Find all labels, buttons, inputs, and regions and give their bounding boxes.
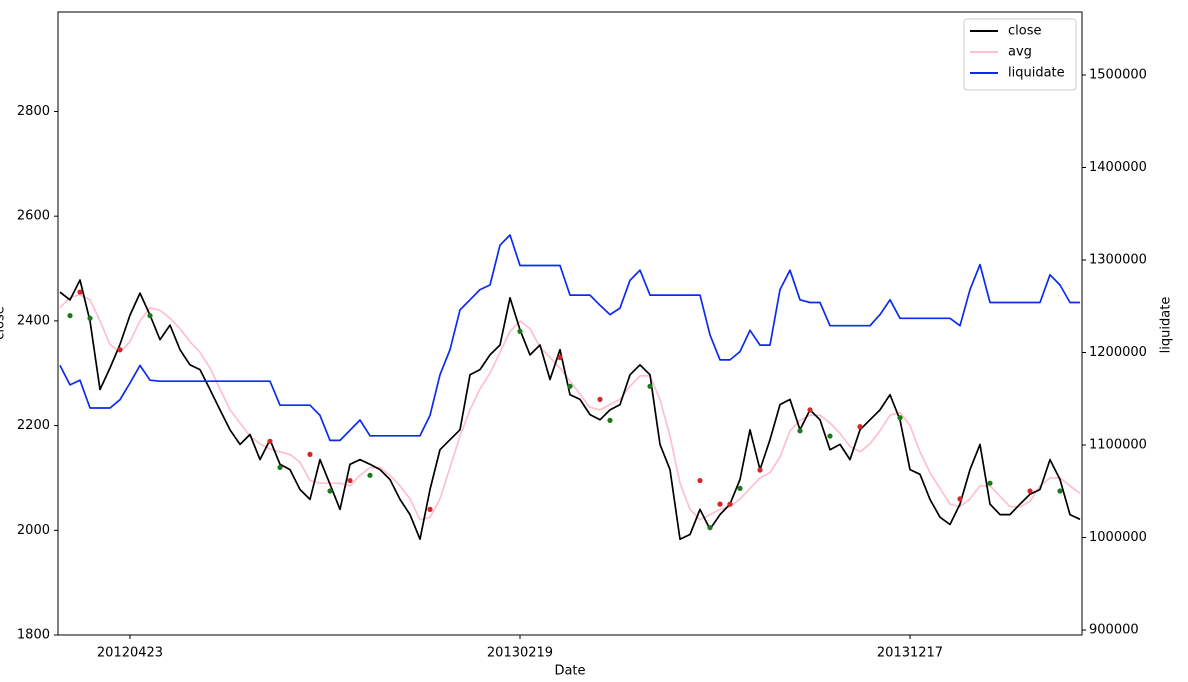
y2-tick-label: 1500000 (1089, 67, 1147, 82)
trade-marker (737, 485, 743, 492)
trade-marker (427, 506, 433, 512)
trade-marker (727, 501, 733, 507)
trade-marker (897, 415, 903, 421)
trade-marker (147, 313, 153, 319)
y2-tick-label: 1100000 (1089, 438, 1147, 453)
trade-marker (77, 289, 83, 295)
legend-label: avg (1008, 45, 1032, 60)
trade-marker (557, 354, 563, 361)
trade-marker (117, 347, 123, 353)
y-tick-label: 2600 (17, 209, 50, 224)
series-line (59, 279, 1081, 541)
trade-marker (1027, 488, 1033, 494)
series-line (59, 234, 1080, 442)
trade-marker (807, 407, 813, 413)
trade-marker (707, 525, 713, 531)
y2-axis-label: liquidate (1159, 297, 1174, 354)
y2-tick-label: 1300000 (1089, 252, 1147, 267)
y2-tick-label: 1400000 (1089, 160, 1147, 175)
y2-tick-label: 900000 (1089, 623, 1139, 638)
x-axis-label: Date (554, 664, 585, 679)
trade-marker (517, 328, 523, 334)
trade-marker (987, 480, 993, 486)
trade-marker (367, 472, 373, 478)
trade-marker (327, 488, 333, 494)
y-tick-label: 2800 (17, 104, 50, 119)
y-axis-label: close (0, 306, 8, 339)
trade-marker (827, 433, 833, 439)
plot-frame (57, 11, 1083, 636)
y-tick-label: 2400 (17, 313, 50, 328)
trade-marker (347, 477, 353, 484)
trade-marker (277, 464, 283, 471)
y2-tick-label: 1200000 (1089, 345, 1147, 360)
trade-marker (1057, 488, 1063, 494)
trade-marker (607, 417, 613, 423)
trade-marker (267, 438, 273, 444)
trade-marker (67, 313, 73, 319)
trade-marker (857, 424, 863, 430)
trade-marker (797, 428, 803, 434)
trade-marker (597, 396, 603, 403)
x-tick-label: 20130219 (487, 646, 553, 661)
x-tick-label: 20131217 (877, 646, 943, 661)
series-line (59, 293, 1081, 521)
trade-marker (307, 451, 313, 457)
trade-marker (957, 496, 963, 502)
trade-marker (87, 315, 93, 321)
y-tick-label: 2000 (17, 523, 50, 538)
legend-label: liquidate (1008, 66, 1065, 81)
x-tick-label: 20120423 (97, 646, 163, 661)
trade-marker (567, 383, 573, 389)
y-tick-label: 2200 (17, 418, 50, 433)
trade-marker (757, 467, 763, 473)
y2-tick-label: 1000000 (1089, 530, 1147, 545)
legend-label: close (1008, 24, 1041, 39)
y-tick-label: 1800 (17, 628, 50, 643)
trade-marker (647, 383, 653, 389)
trade-marker (697, 477, 703, 484)
trade-marker (717, 501, 723, 507)
